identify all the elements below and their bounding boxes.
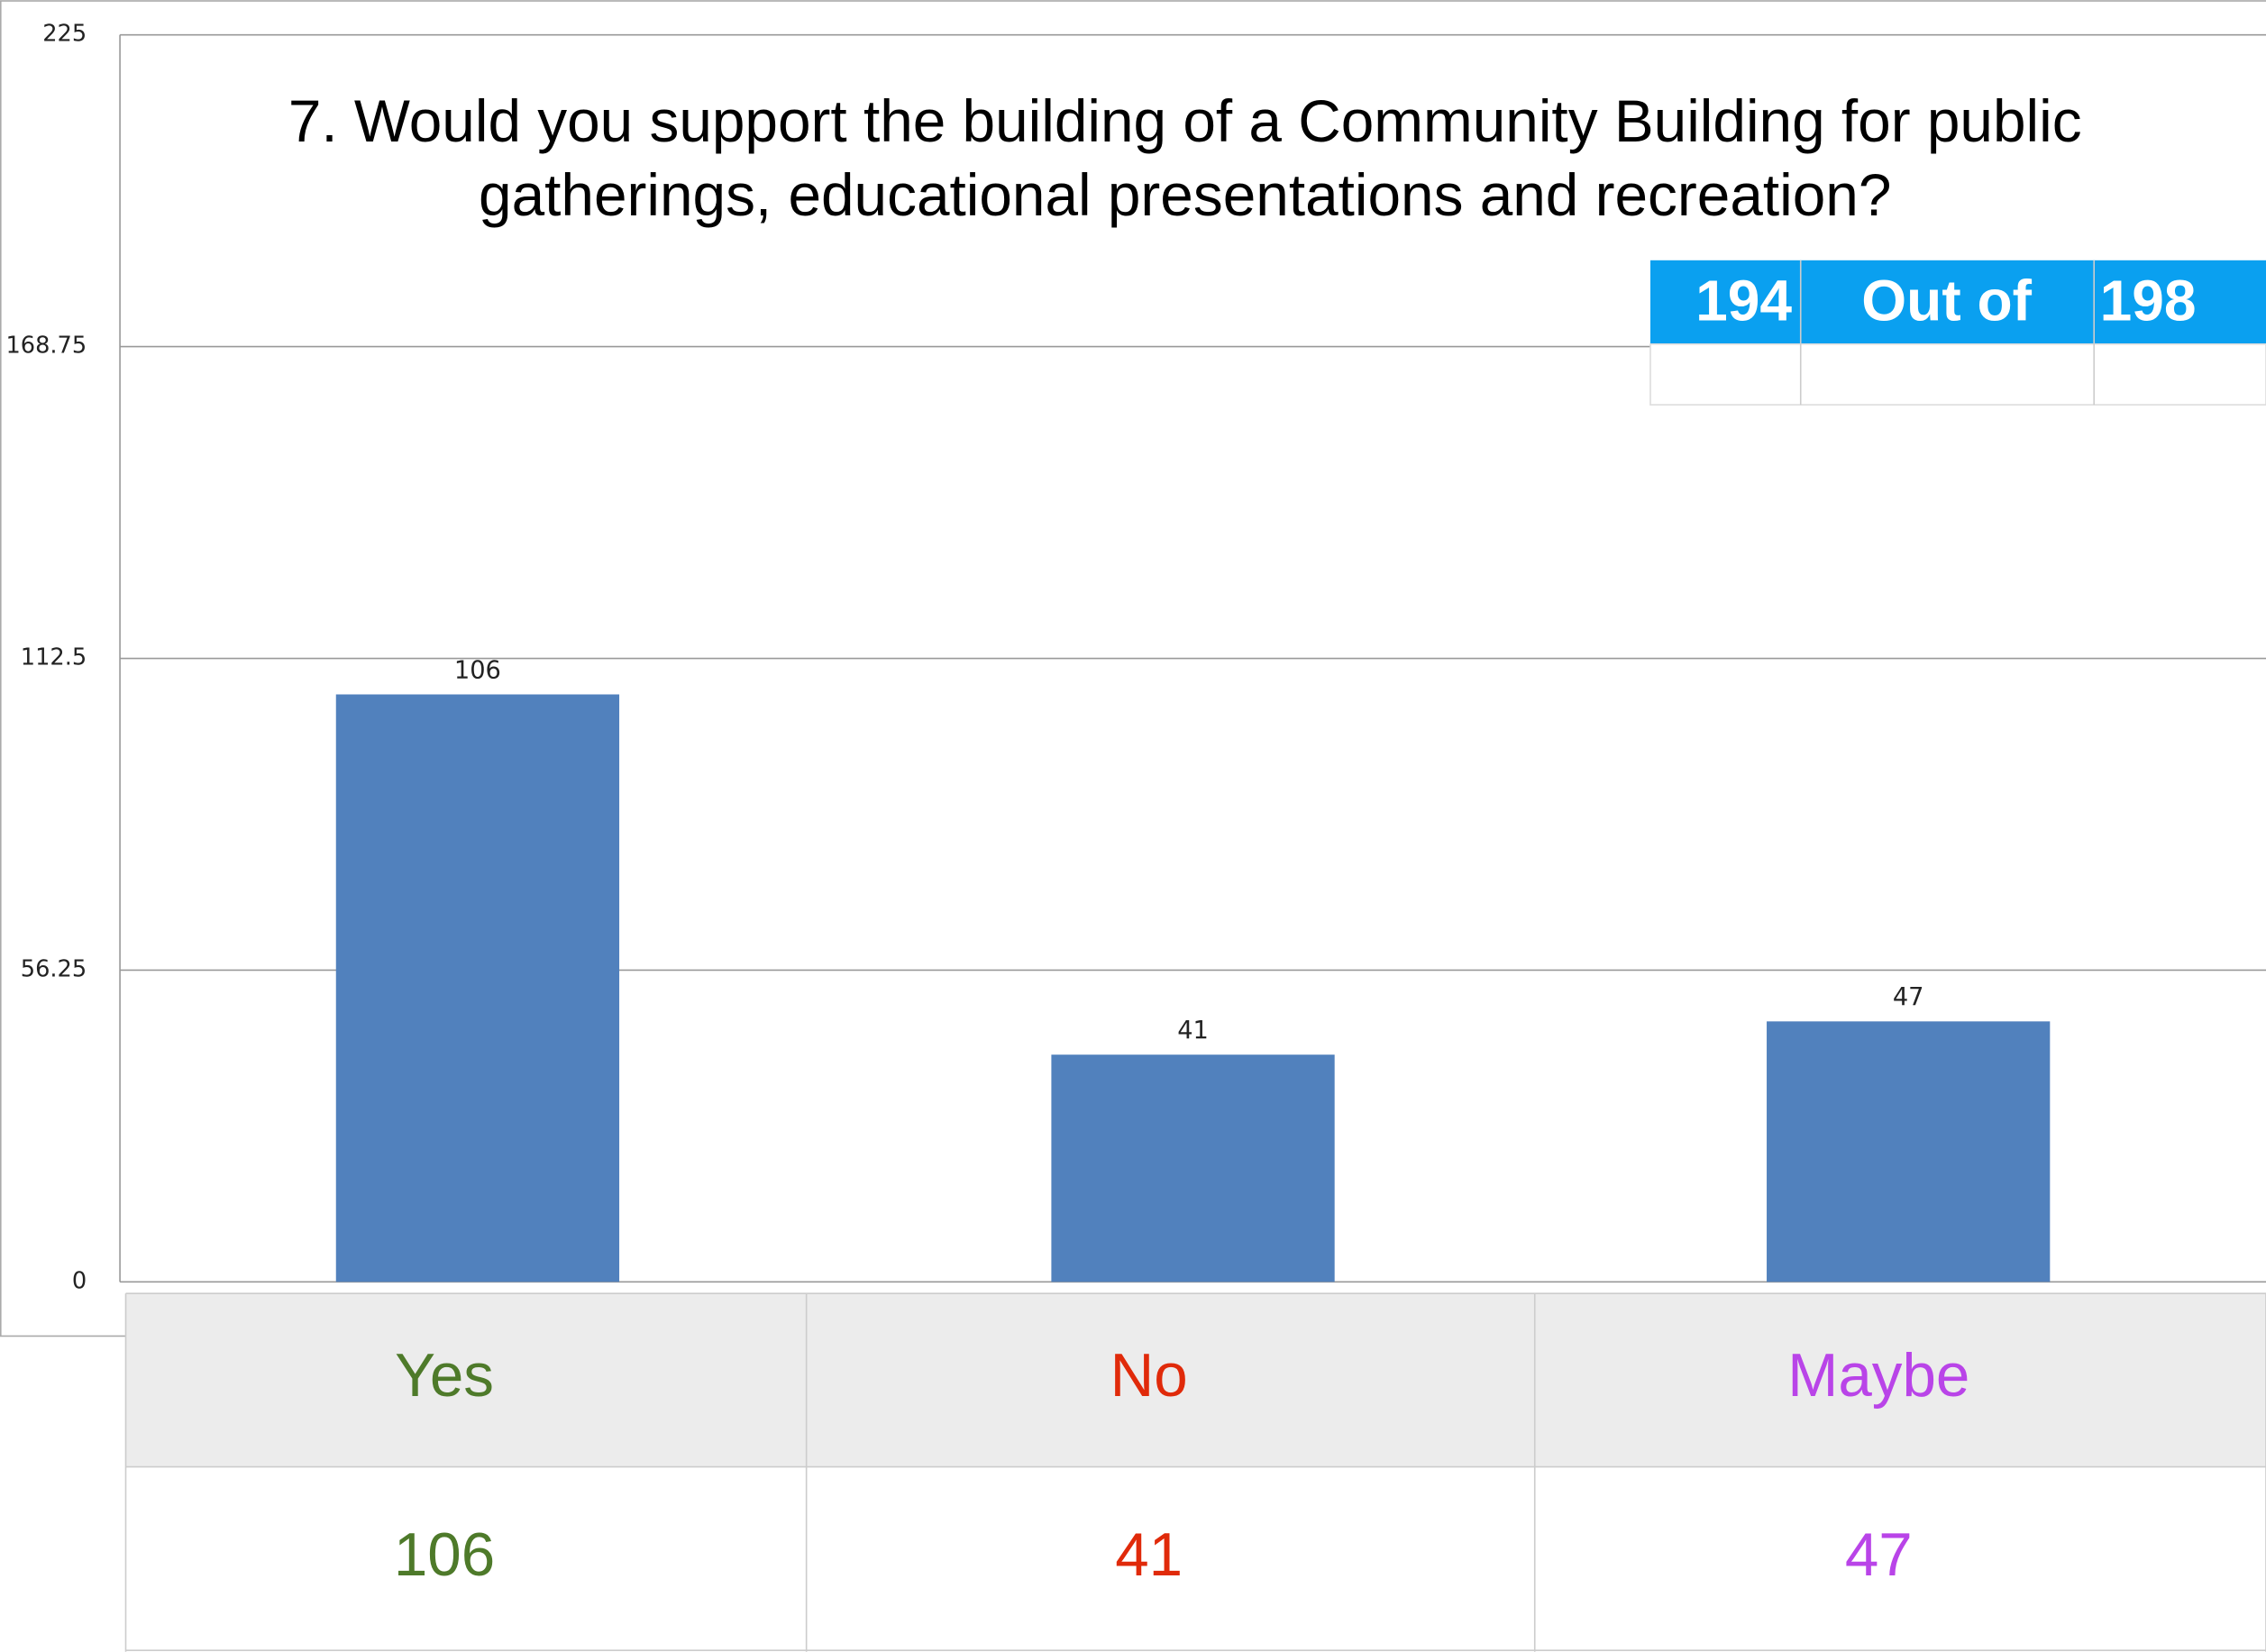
table-value: 106 [394,1521,495,1589]
category-label: No [1110,1342,1188,1410]
annotation-label: Out of [1861,268,2032,333]
bar [1051,1054,1335,1282]
category-label: Maybe [1787,1342,1969,1410]
table-header-bg [125,1293,2266,1467]
data-label: 41 [1177,1017,1209,1045]
y-tick-label: 0 [72,1267,87,1294]
bar [335,694,620,1282]
data-label: 47 [1893,983,1924,1011]
annotation-responses: 194 [1695,268,1792,333]
table-value: 41 [1115,1521,1183,1589]
chart-title: gatherings, educational presentations an… [479,161,1891,228]
category-label: Yes [395,1342,494,1410]
table-value: 47 [1845,1521,1913,1589]
y-tick-label: 225 [42,21,87,48]
y-tick-label: 168.75 [5,333,87,360]
data-label: 106 [454,656,501,684]
chart-title: 7. Would you support the building of a C… [288,87,2082,154]
annotation-bg [1649,260,2266,344]
bar [1767,1021,2051,1282]
y-tick-label: 112.5 [21,644,87,671]
annotation-empty-row [1649,342,2266,406]
annotation-total: 198 [2100,268,2197,333]
y-tick-label: 56.25 [21,955,87,982]
